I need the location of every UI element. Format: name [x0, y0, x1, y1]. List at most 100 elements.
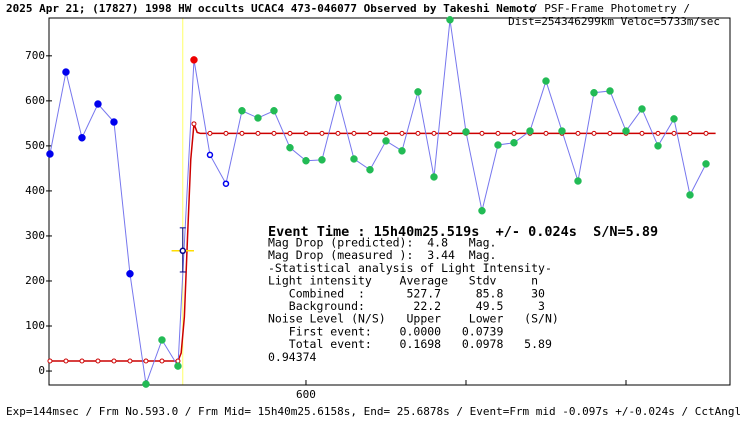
model-point [383, 130, 389, 136]
data-point [686, 191, 694, 199]
model-point [495, 130, 501, 136]
event-point [179, 247, 187, 255]
y-tick-label: 400 [25, 184, 45, 197]
data-point [190, 56, 198, 64]
annotation: Mag Drop (measured ): 3.44 Mag. [268, 248, 496, 262]
chart-subtitle: / PSF-Frame Photometry / [531, 2, 690, 15]
model-point [303, 130, 309, 136]
data-point [382, 137, 390, 145]
annotation: Event Time : 15h40m25.519s +/- 0.024s S/… [268, 224, 658, 240]
data-point [158, 336, 166, 344]
model-point [287, 130, 293, 136]
data-point [334, 93, 342, 102]
y-tick-label: 600 [25, 94, 45, 107]
data-point [62, 68, 70, 76]
footer: Exp=144msec / Frm No.593.0 / Frm Mid= 15… [6, 405, 740, 418]
data-point [446, 16, 454, 24]
data-point [462, 128, 470, 136]
model-point [431, 130, 437, 136]
data-point [558, 127, 566, 135]
y-tick-label: 300 [25, 229, 45, 242]
series-line [49, 123, 716, 362]
annotation: First event: 0.0000 0.0739 [268, 324, 503, 338]
chart-subtitle: Dist=254346299km Veloc=5733m/sec [508, 15, 720, 28]
data-point [350, 155, 358, 163]
data-point [670, 115, 678, 123]
model-point [207, 130, 213, 136]
model-point [703, 130, 709, 136]
model-point [191, 121, 197, 127]
data-point [526, 127, 534, 135]
annotation: Total event: 0.1698 0.0978 5.89 [268, 337, 552, 351]
model-point [335, 130, 341, 136]
data-point [126, 270, 134, 278]
data-point [206, 151, 214, 159]
data-point [78, 134, 86, 142]
model-point [655, 130, 661, 136]
data-point [110, 118, 118, 126]
model-point [687, 130, 693, 136]
annotation: Background: 22.2 49.5 3 [268, 299, 545, 313]
chart-title: 2025 Apr 21; (17827) 1998 HW occults UCA… [6, 2, 536, 15]
data-point [222, 180, 230, 187]
model-point [223, 130, 229, 136]
model-point [415, 130, 421, 136]
y-tick-label: 100 [25, 319, 45, 332]
model-point [63, 358, 69, 364]
data-point [94, 100, 102, 108]
model-point [319, 130, 325, 136]
data-point [398, 147, 406, 155]
data-point [702, 160, 710, 168]
model-point [543, 130, 549, 136]
model-point [47, 358, 53, 364]
y-tick-label: 500 [25, 139, 45, 152]
model-point [479, 130, 485, 136]
y-tick-label: 0 [38, 364, 45, 377]
model-point [447, 130, 453, 136]
annotation: Combined : 527.7 85.8 30 [268, 286, 545, 300]
data-point [414, 88, 422, 96]
annotation: Mag Drop (predicted): 4.8 Mag. [268, 236, 496, 250]
y-tick-label: 200 [25, 274, 45, 287]
model-point [255, 130, 261, 136]
data-point [542, 77, 550, 85]
model-point [671, 130, 677, 136]
data-point [494, 141, 502, 149]
data-point [430, 173, 438, 181]
data-point [174, 362, 182, 370]
model-point [607, 130, 613, 136]
data-point [238, 107, 246, 115]
data-point [366, 166, 374, 174]
data-point [142, 380, 150, 388]
data-point [318, 156, 326, 164]
model-point [239, 130, 245, 136]
data-point [590, 89, 598, 97]
model-point [95, 358, 101, 364]
annotation: Light intensity Average Stdv n [268, 274, 538, 288]
model-point [399, 130, 405, 136]
model-point [351, 130, 357, 136]
data-point [606, 87, 614, 95]
model-point [639, 130, 645, 136]
model-point [271, 130, 277, 136]
model-point [575, 130, 581, 136]
data-point [510, 138, 518, 147]
data-point [270, 107, 278, 115]
x-tick-label: 600 [296, 388, 316, 401]
model-point [159, 358, 165, 364]
data-point [654, 142, 662, 150]
annotation: -Statistical analysis of Light Intensity… [268, 261, 552, 275]
model-point [591, 130, 597, 136]
model-point [79, 358, 85, 364]
data-point [574, 177, 582, 185]
annotation: Noise Level (N/S) Upper Lower (S/N) [268, 312, 559, 326]
data-point [254, 114, 262, 122]
model-point [511, 130, 517, 136]
data-point [46, 150, 54, 158]
data-point [302, 156, 310, 165]
model-point [143, 358, 149, 364]
data-point [622, 127, 630, 135]
data-point [638, 105, 646, 113]
